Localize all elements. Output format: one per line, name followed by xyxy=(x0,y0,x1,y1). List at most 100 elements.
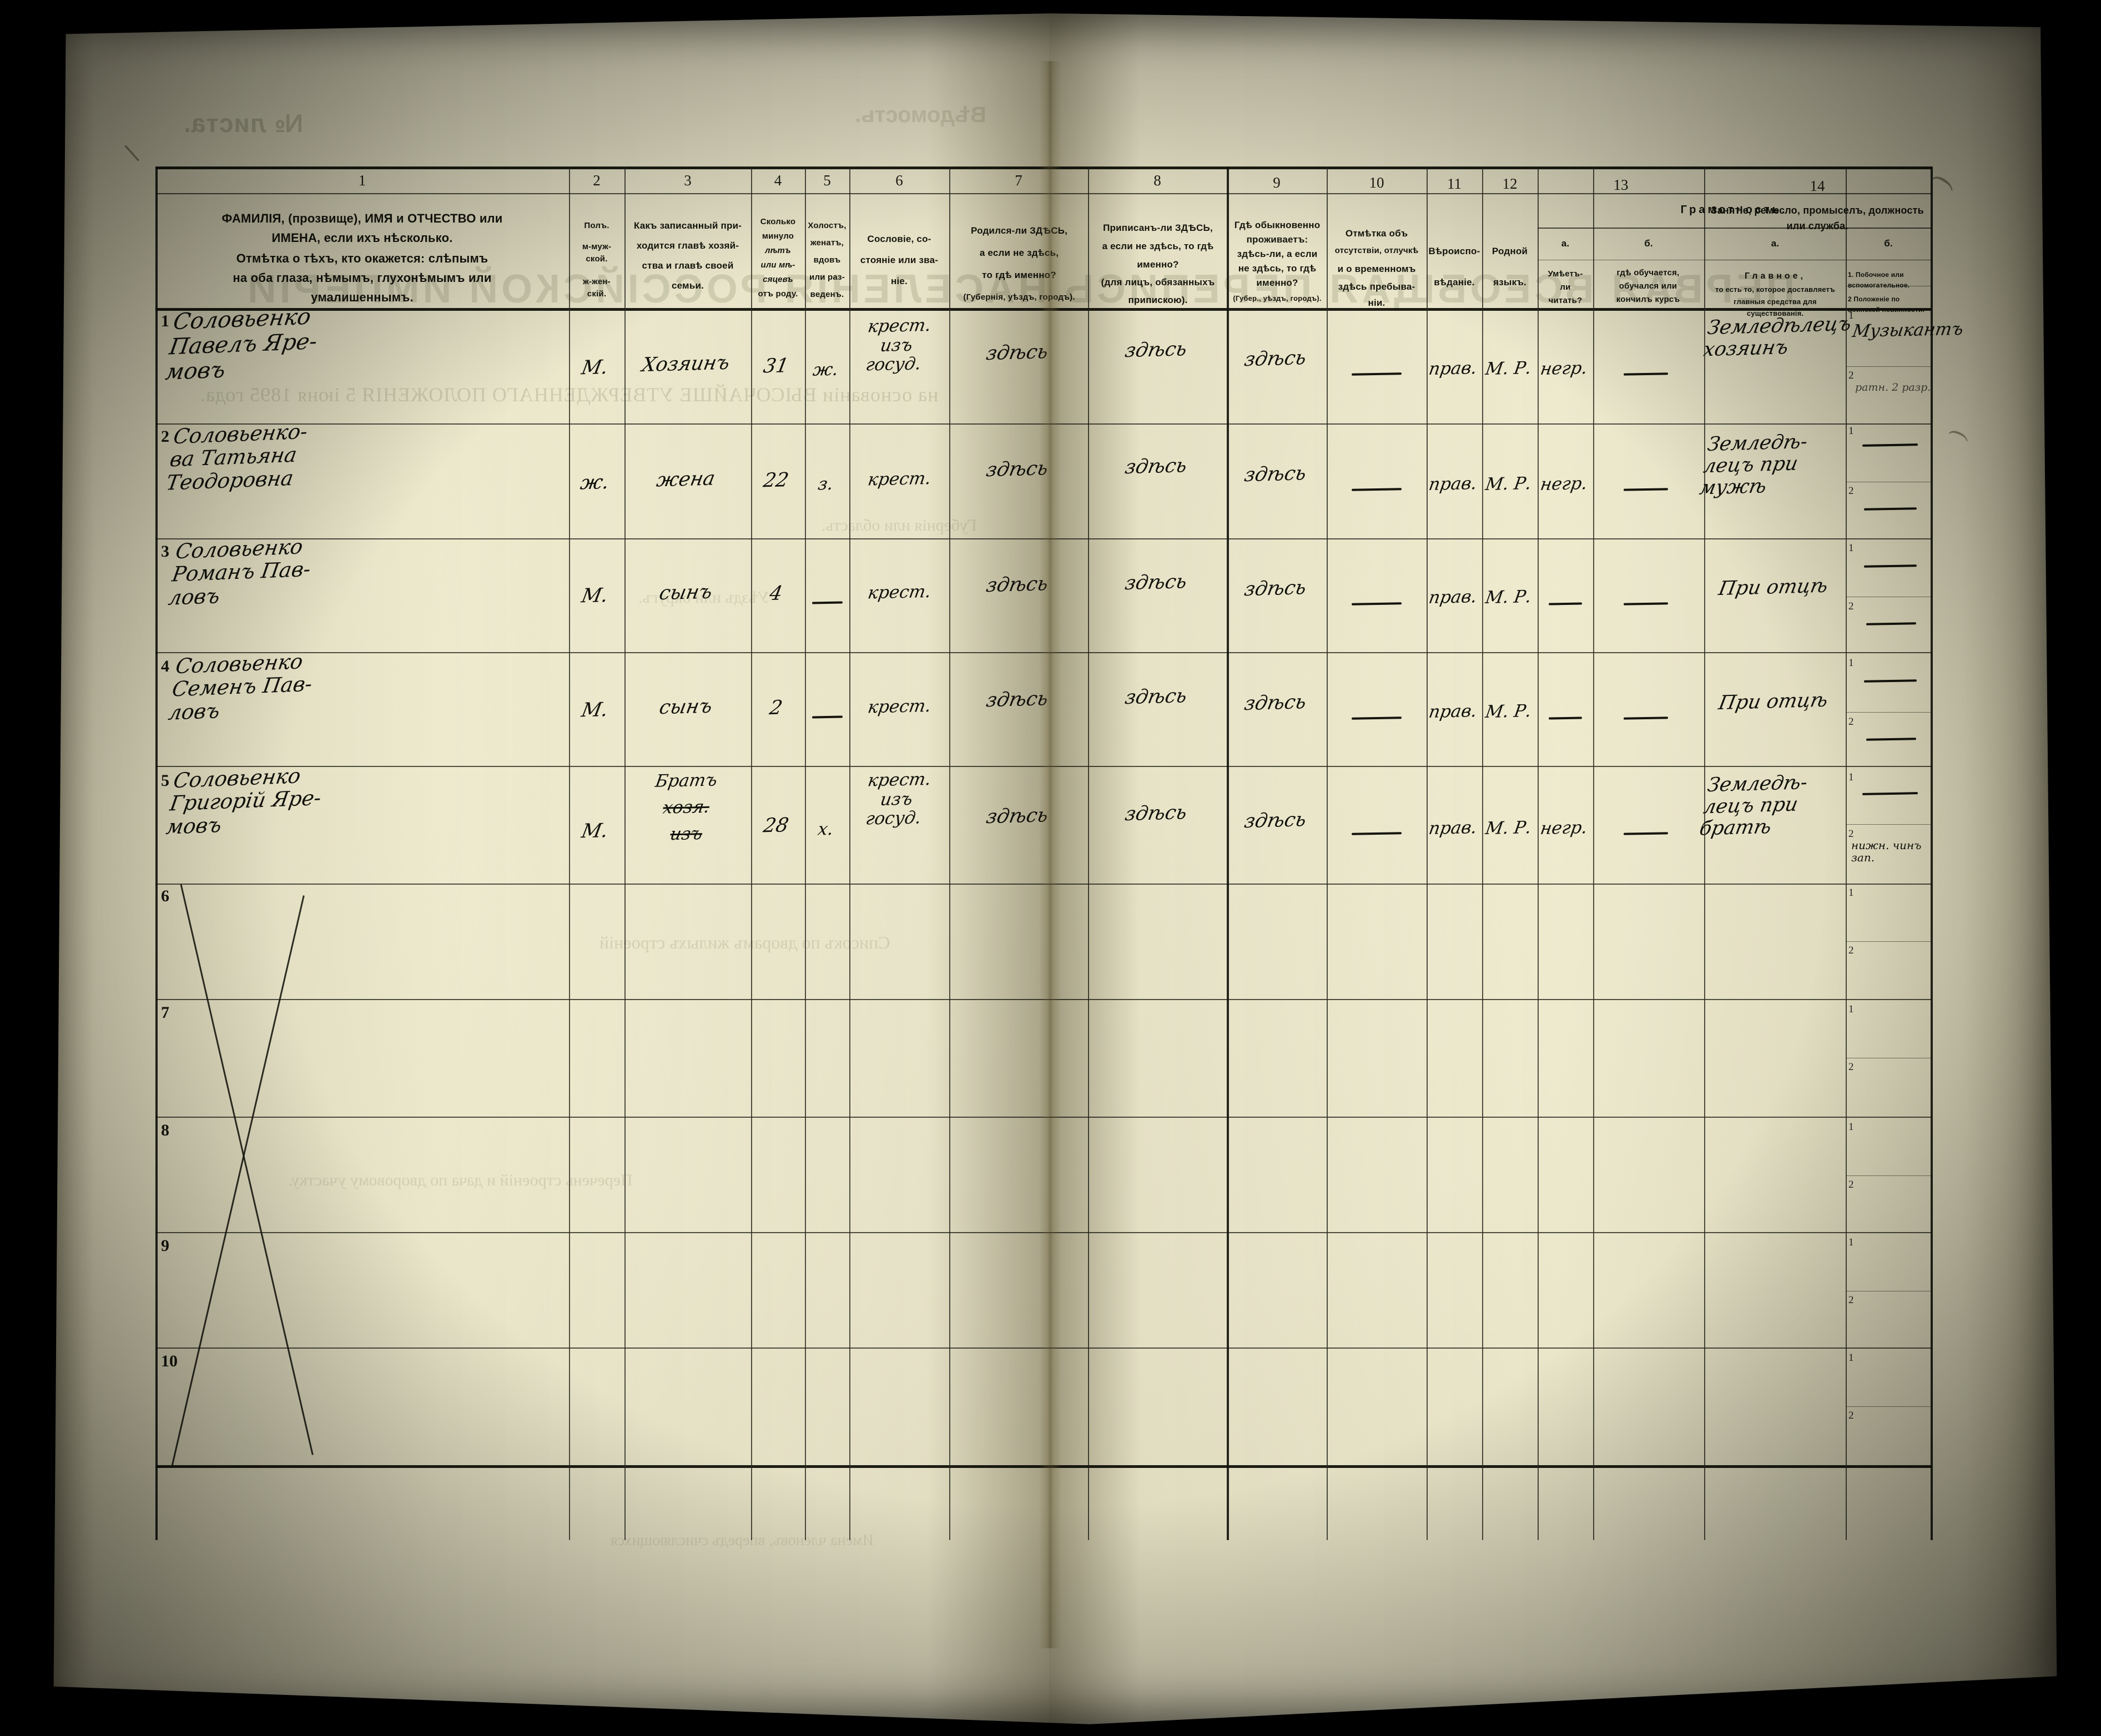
row-number-6: 6 xyxy=(161,887,169,905)
row-5-registered: здѣсь xyxy=(1123,801,1189,826)
col-header-9-line5: именно? xyxy=(1256,277,1298,288)
row-4-literacy-a-dash xyxy=(1548,716,1583,720)
row-2-age: 22 xyxy=(762,469,790,492)
row-divider-4 xyxy=(155,766,1932,767)
col-header-11-line2: вѣданіе. xyxy=(1434,277,1475,287)
col-header-14b-line1: 1. Побочное или вспомогательное. xyxy=(1848,271,1909,289)
cancellation-stroke-1 xyxy=(180,884,314,1455)
row-3-sex: М. xyxy=(580,584,610,608)
col-header-13a-line2: ли xyxy=(1560,282,1571,292)
col-header-4-line4: или мѣ- xyxy=(760,260,795,270)
col-header-13b-letter: б. xyxy=(1644,238,1653,249)
row-divider-1 xyxy=(155,423,1932,425)
row-1-relation: Хозяинъ xyxy=(640,351,732,377)
row-4-marital-dash xyxy=(812,715,843,719)
row-4-religion: прав. xyxy=(1427,701,1479,723)
col-border-9-10 xyxy=(1327,166,1328,1540)
col-header-3-line1: Какъ записанный при- xyxy=(633,220,742,231)
col-header-9-line2: проживаетъ: xyxy=(1246,234,1308,245)
row-5-literacy-a: негр. xyxy=(1539,817,1589,839)
col-number-12: 12 xyxy=(1502,175,1518,192)
row-1-sub-marker-1: 1 xyxy=(1848,310,1854,321)
col-number-8: 8 xyxy=(1153,172,1161,189)
col-header-4-line6: отъ роду. xyxy=(758,289,798,299)
row-1-names: Соловьенко Павелъ Яре- мовъ xyxy=(164,304,319,385)
row-3-relation: сынъ xyxy=(657,581,714,605)
col-border-6-7 xyxy=(949,166,950,1540)
col-header-2-line5: скій. xyxy=(587,289,607,299)
col-header-14-group: Занятіе, ремесло, промыселъ, должность и… xyxy=(1711,205,1924,231)
row-4-estate: крест. xyxy=(866,695,933,718)
col-number-1: 1 xyxy=(358,172,366,189)
row-4-birthplace: здѣсь xyxy=(984,687,1050,712)
row-2-residence: здѣсь xyxy=(1242,462,1308,487)
row-8-sub-marker-1: 1 xyxy=(1848,1121,1854,1133)
col-header-10-line4: здѣсь пребыва- xyxy=(1338,281,1415,292)
row-5-sub-marker-1: 1 xyxy=(1848,771,1854,783)
col-border-left xyxy=(155,166,158,1540)
col-header-14a-line2: то есть то, которое доставляетъ xyxy=(1715,285,1835,294)
row-10-sub-marker-2: 2 xyxy=(1848,1410,1854,1421)
row-2-literacy-a: негр. xyxy=(1539,473,1589,494)
row-2-language: М. Р. xyxy=(1484,473,1533,494)
col-header-13b-line1: гдѣ обучается, xyxy=(1616,268,1680,277)
census-table: 1 2 3 4 5 6 7 8 9 10 11 12 13 14 ФАМИЛІЯ… xyxy=(155,166,1964,1540)
row-5-relation-bottom: изъ xyxy=(668,824,704,845)
row-6-c14b-split xyxy=(1846,941,1931,942)
row-divider-6 xyxy=(155,999,1932,1000)
row-3-occupation-main: При отцѣ xyxy=(1716,574,1830,600)
col-header-13a-letter: а. xyxy=(1561,238,1570,249)
col-header-5-line1: Холостъ, xyxy=(808,221,847,230)
col-border-13-14 xyxy=(1704,166,1705,1540)
col-header-2-line3: ской. xyxy=(586,254,608,264)
row-divider-3 xyxy=(155,652,1932,653)
row-3-names: Соловьенко Романъ Пав- ловъ xyxy=(167,534,313,610)
row-3-absence-dash xyxy=(1351,602,1402,605)
row-9-sub-marker-1: 1 xyxy=(1848,1237,1854,1248)
col-header-11-line1: Вѣроиспо- xyxy=(1428,246,1480,256)
row-4-sub-marker-1: 1 xyxy=(1848,657,1854,669)
col-header-13a-line1: Умѣетъ- xyxy=(1548,269,1583,279)
row-4-residence: здѣсь xyxy=(1242,690,1308,715)
col-header-9-line3: здѣсь-ли, а если xyxy=(1237,249,1318,259)
col-header-8-line2: а если не здѣсь, то гдѣ xyxy=(1102,241,1214,251)
col-number-5: 5 xyxy=(823,172,831,189)
row-1-sex: М. xyxy=(580,356,610,380)
col-header-12-line1: Родной xyxy=(1492,246,1528,256)
col-number-14: 14 xyxy=(1810,178,1825,194)
col-header-10-line1: Отмѣтка объ xyxy=(1345,228,1408,239)
col-header-5-line2: женатъ, xyxy=(810,238,844,248)
table-top-border xyxy=(155,166,1932,169)
col-header-1-line5: умалишеннымъ. xyxy=(311,290,414,304)
row-1-religion: прав. xyxy=(1427,358,1479,380)
col-border-13a-13b xyxy=(1593,166,1594,1540)
row-3-side-dash xyxy=(1863,564,1917,568)
row-5-occupation-main: Земледѣ- лецъ при братѣ xyxy=(1697,771,1810,841)
col-header-14b-line2: 2 Положеніе по воинской повинности. xyxy=(1848,295,1924,314)
row-2-birthplace: здѣсь xyxy=(984,457,1050,482)
row-1-literacy-b-dash xyxy=(1623,372,1669,376)
col-header-6-line2: стояніе или зва- xyxy=(860,255,939,265)
row-2-occupation-main: Земледѣ- лецъ при мужѣ xyxy=(1697,430,1810,500)
row-number-1: 1 xyxy=(161,312,169,330)
row-4-sub-marker-2: 2 xyxy=(1848,716,1854,728)
col-header-4-line1: Сколько xyxy=(760,217,796,226)
row-divider-9 xyxy=(155,1348,1932,1349)
row-number-8: 8 xyxy=(161,1121,169,1139)
col-header-7-line2: а если не здѣсь, xyxy=(979,248,1059,258)
row-1-c14b-split xyxy=(1846,366,1931,367)
col-header-1-line1: ФАМИЛІЯ, (прозвище), ИМЯ и ОТЧЕСТВО или xyxy=(221,211,503,225)
row-3-marital-dash xyxy=(812,601,843,604)
row-4-literacy-b-dash xyxy=(1623,716,1669,720)
row-divider-7 xyxy=(155,1117,1932,1118)
col-border-14a-14b xyxy=(1846,166,1847,1540)
row-2-sex: ж. xyxy=(578,471,611,494)
row-number-2: 2 xyxy=(161,427,169,446)
col-header-9-line1: Гдѣ обыкновенно xyxy=(1234,220,1321,230)
row-7-sub-marker-1: 1 xyxy=(1848,1003,1854,1015)
col-header-7-line4: (Губернія, уѣздъ, городъ). xyxy=(963,292,1075,302)
col-header-8-line1: Приписанъ-ли ЗДѢСЬ, xyxy=(1103,223,1213,233)
col-number-9: 9 xyxy=(1273,174,1281,191)
row-1-estate: крест. изъ госуд. xyxy=(864,315,933,375)
cancellation-stroke-2 xyxy=(171,895,305,1466)
